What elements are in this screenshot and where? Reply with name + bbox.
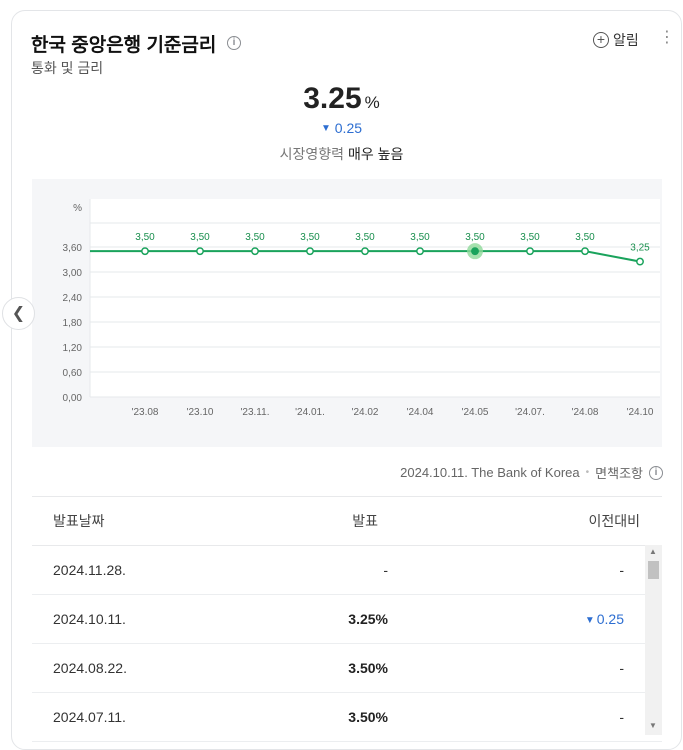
change-value: 0.25 bbox=[596, 611, 624, 627]
data-point bbox=[141, 247, 149, 256]
prev-button[interactable]: ❮ bbox=[2, 297, 35, 330]
row-value: 3.50% bbox=[348, 709, 388, 725]
plot-background bbox=[90, 199, 660, 397]
row-value: - bbox=[383, 562, 388, 578]
row-date: 2024.08.22. bbox=[53, 660, 127, 676]
current-value: 3.25% bbox=[0, 82, 683, 116]
y-tick-label: 1,20 bbox=[63, 343, 83, 354]
scroll-thumb[interactable] bbox=[648, 561, 659, 579]
info-icon[interactable]: i bbox=[227, 36, 241, 50]
y-tick-label: 3,00 bbox=[63, 268, 83, 279]
chart-panel: 0,00 0,60 1,20 1,80 2,40 3,00 3,60% '23.08 '23.1… bbox=[32, 179, 662, 447]
chevron-left-icon: ❮ bbox=[11, 305, 26, 322]
data-point bbox=[196, 247, 204, 256]
table-row: 2024.07.11. 3.50% - bbox=[32, 693, 662, 742]
data-label: 3,50 bbox=[410, 232, 430, 243]
y-axis-unit: % bbox=[73, 203, 82, 214]
change-indicator: ▼ 0.25 bbox=[0, 120, 683, 136]
x-tick-label: '23.08 bbox=[132, 407, 159, 418]
y-tick-label: 3,60 bbox=[63, 243, 83, 254]
change-value: - bbox=[619, 660, 624, 676]
y-tick-label: 1,80 bbox=[63, 318, 83, 329]
current-value-unit: % bbox=[364, 93, 380, 112]
header-value: 발표 bbox=[352, 513, 378, 529]
plus-circle-icon: + bbox=[593, 32, 609, 48]
row-date: 2024.07.11. bbox=[53, 709, 126, 725]
row-value: 3.50% bbox=[348, 660, 388, 676]
data-point bbox=[636, 257, 644, 266]
y-tick-label: 0,00 bbox=[63, 393, 83, 404]
data-point bbox=[526, 247, 534, 256]
y-tick-label: 2,40 bbox=[63, 293, 83, 304]
data-point bbox=[251, 247, 259, 256]
scroll-down-icon[interactable]: ▼ bbox=[649, 721, 657, 730]
change-value: 0.25 bbox=[334, 120, 363, 136]
table-row: 2024.11.28. - - bbox=[32, 546, 662, 595]
table-header: 발표날짜 발표 이전대비 bbox=[32, 496, 662, 546]
data-label: 3,50 bbox=[355, 232, 375, 243]
row-date: 2024.10.11. bbox=[53, 611, 126, 627]
data-point bbox=[306, 247, 314, 256]
data-label: 3,50 bbox=[245, 232, 265, 243]
x-tick-label: '24.07. bbox=[515, 407, 545, 418]
x-tick-label: '24.04 bbox=[407, 407, 434, 418]
row-value: 3.25% bbox=[348, 611, 388, 627]
data-point bbox=[471, 247, 479, 256]
more-vertical-icon[interactable]: ⋮ bbox=[659, 29, 675, 46]
x-tick-label: '24.08 bbox=[572, 407, 599, 418]
release-table: 발표날짜 발표 이전대비 2024.11.28. - - 2024.10.11. 3.2… bbox=[32, 496, 662, 742]
data-label: 3,50 bbox=[575, 232, 595, 243]
header-change: 이전대비 bbox=[588, 513, 640, 529]
separator-dot: • bbox=[585, 467, 590, 478]
x-tick-label: '24.02 bbox=[352, 407, 379, 418]
source-info: 2024.10.11. The Bank of Korea • 면책조항 i bbox=[400, 463, 663, 482]
current-value-number: 3.25 bbox=[303, 82, 362, 115]
row-change: ▼ 0.25 bbox=[388, 611, 624, 627]
data-label: 3,25 bbox=[630, 243, 650, 254]
x-tick-label: '23.11. bbox=[241, 407, 270, 418]
table-body: 2024.11.28. - -2024.10.11. 3.25% ▼ 0.25 2024.0… bbox=[32, 546, 662, 742]
change-value: - bbox=[619, 562, 624, 578]
x-tick-label: '23.10 bbox=[187, 407, 214, 418]
disclaimer-link[interactable]: 면책조항 bbox=[595, 466, 643, 481]
table-scrollbar[interactable]: ▲ ▼ bbox=[645, 545, 662, 735]
row-change: - bbox=[388, 562, 624, 578]
change-value: - bbox=[619, 709, 624, 725]
data-point bbox=[361, 247, 369, 256]
data-label: 3,50 bbox=[135, 232, 155, 243]
x-tick-label: '24.10 bbox=[627, 407, 654, 418]
down-arrow-icon: ▼ bbox=[320, 123, 331, 134]
page-title: 한국 중앙은행 기준금리 bbox=[31, 35, 217, 56]
row-change: - bbox=[388, 709, 624, 725]
row-change: - bbox=[388, 660, 624, 676]
table-row: 2024.10.11. 3.25% ▼ 0.25 bbox=[32, 595, 662, 644]
data-label: 3,50 bbox=[465, 232, 485, 243]
scroll-up-icon[interactable]: ▲ bbox=[649, 547, 657, 556]
source-text: 2024.10.11. The Bank of Korea bbox=[400, 465, 580, 480]
data-label: 3,50 bbox=[190, 232, 210, 243]
category-label: 통화 및 금리 bbox=[31, 60, 104, 76]
data-point bbox=[581, 247, 589, 256]
market-impact: 시장영향력 매우 높음 bbox=[0, 144, 683, 164]
data-point bbox=[416, 247, 424, 256]
data-label: 3,50 bbox=[300, 232, 320, 243]
x-tick-label: '24.05 bbox=[462, 407, 489, 418]
impact-level: 매우 높음 bbox=[347, 146, 404, 162]
rate-line-chart[interactable]: 0,00 0,60 1,20 1,80 2,40 3,00 3,60% '23.08 '23.1… bbox=[32, 179, 662, 447]
row-date: 2024.11.28. bbox=[53, 562, 126, 578]
alarm-button[interactable]: + 알림 bbox=[593, 30, 639, 50]
y-tick-label: 0,60 bbox=[63, 368, 83, 379]
header-date: 발표날짜 bbox=[53, 513, 105, 529]
table-row: 2024.08.22. 3.50% - bbox=[32, 644, 662, 693]
x-tick-label: '24.01. bbox=[295, 407, 325, 418]
impact-label: 시장영향력 bbox=[279, 146, 344, 162]
alarm-label: 알림 bbox=[613, 32, 639, 48]
change-arrow-icon: ▼ bbox=[584, 615, 595, 626]
disclaimer-info-icon[interactable]: i bbox=[649, 465, 663, 480]
data-label: 3,50 bbox=[520, 232, 540, 243]
